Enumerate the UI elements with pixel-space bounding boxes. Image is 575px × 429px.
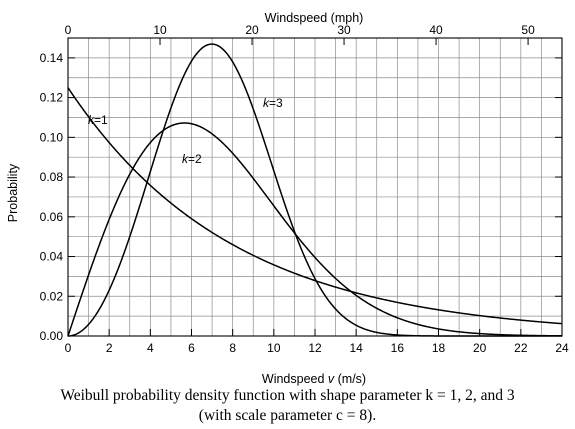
label-k3: k=3 — [263, 96, 283, 110]
y-tick-label: 0.12 — [40, 91, 64, 105]
y-axis-title: Probability — [6, 163, 20, 222]
bottom-axis-title: Windspeed v (m/s) — [262, 372, 366, 386]
curve-labels: k=1 k=2 k=3 — [88, 96, 283, 166]
x-tick-label: 16 — [391, 341, 405, 355]
x-tick-label: 8 — [229, 341, 236, 355]
top-tick-label: 0 — [65, 23, 72, 37]
x-tick-label: 4 — [147, 341, 154, 355]
x-tick-label: 24 — [555, 341, 569, 355]
x-tick-label: 6 — [188, 341, 195, 355]
x-tick-label: 22 — [514, 341, 528, 355]
top-tick-label: 50 — [521, 23, 535, 37]
caption-line-1: Weibull probability density function wit… — [60, 387, 515, 404]
ticks: 0 2 4 6 8 10 12 14 16 18 20 22 240 10 20 30 40 500.000.02… — [40, 23, 569, 355]
x-tick-label: 20 — [473, 341, 487, 355]
y-tick-label: 0.04 — [40, 250, 64, 264]
label-k1: k=1 — [88, 113, 108, 127]
y-tick-label: 0.00 — [40, 329, 64, 343]
y-tick-label: 0.10 — [40, 130, 64, 144]
x-tick-label: 2 — [106, 341, 113, 355]
grid — [67, 37, 563, 337]
top-tick-label: 30 — [337, 23, 351, 37]
caption-line-2: (with scale parameter c = 8). — [198, 407, 377, 424]
x-tick-label: 12 — [308, 341, 322, 355]
top-tick-label: 10 — [153, 23, 167, 37]
curve-k1 — [67, 87, 563, 325]
y-tick-label: 0.14 — [40, 51, 64, 65]
x-tick-label: 10 — [267, 341, 281, 355]
x-tick-label: 18 — [432, 341, 446, 355]
y-tick-label: 0.06 — [40, 210, 64, 224]
label-k2: k=2 — [182, 152, 202, 166]
top-tick-label: 40 — [429, 23, 443, 37]
y-tick-label: 0.08 — [40, 170, 64, 184]
top-axis-title: Windspeed (mph) — [265, 11, 364, 25]
top-tick-label: 20 — [245, 23, 259, 37]
x-tick-label: 14 — [349, 341, 363, 355]
x-tick-label: 0 — [65, 341, 72, 355]
y-tick-label: 0.02 — [40, 289, 64, 303]
